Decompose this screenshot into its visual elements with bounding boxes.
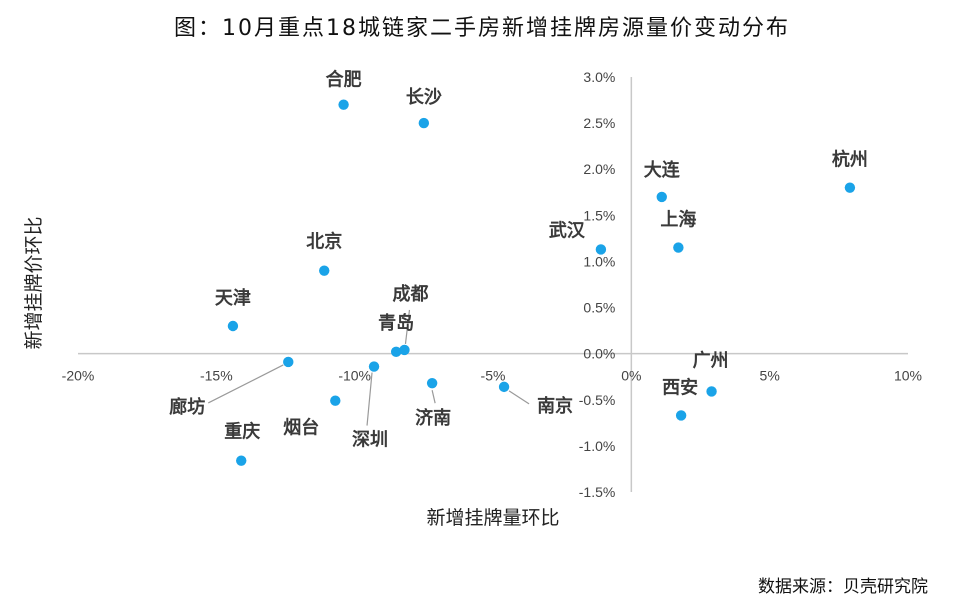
data-point (675, 410, 687, 421)
data-point (338, 99, 349, 110)
chart-title: 图：10月重点18城链家二手房新增挂牌房源量价变动分布 (174, 16, 790, 41)
leader-line (508, 390, 530, 405)
data-point (595, 244, 607, 255)
point-label: 广州 (693, 349, 729, 371)
data-points (227, 99, 856, 466)
x-tick-label: 0% (621, 368, 641, 384)
point-label: 杭州 (832, 149, 868, 171)
point-label: 廊坊 (169, 396, 205, 418)
data-point (283, 356, 294, 368)
y-tick-label: -1.5% (579, 484, 616, 500)
data-point (673, 242, 684, 253)
y-tick-label: 0.0% (583, 346, 615, 362)
data-point (426, 377, 438, 389)
point-label: 长沙 (406, 87, 442, 108)
data-point (368, 361, 380, 372)
point-label: 深圳 (352, 429, 388, 451)
label-leader-lines (207, 309, 530, 426)
y-tick-label: 1.5% (583, 207, 615, 223)
point-label: 重庆 (224, 421, 260, 443)
point-label: 武汉 (549, 220, 586, 241)
leader-line (366, 372, 373, 426)
leader-line (207, 364, 284, 404)
data-point (399, 344, 410, 356)
point-label: 西安 (662, 376, 698, 398)
point-label: 北京 (306, 231, 342, 253)
point-label: 青岛 (378, 312, 414, 334)
point-label: 大连 (644, 159, 681, 181)
data-point (227, 320, 239, 332)
point-label: 成都 (392, 283, 428, 305)
y-tick-label: 1.0% (583, 253, 615, 269)
data-point (330, 395, 341, 406)
data-point (498, 381, 510, 393)
leader-line (431, 390, 436, 404)
x-tick-labels: -20% -15% -10% -5% 0% 5% 10% (62, 368, 922, 384)
data-point (656, 191, 667, 203)
data-point (706, 386, 717, 397)
point-label: 南京 (537, 395, 573, 417)
x-tick-label: -15% (200, 368, 233, 384)
y-tick-label: 3.0% (583, 69, 615, 85)
x-axis-label: 新增挂牌量环比 (426, 507, 559, 529)
data-point (844, 182, 856, 193)
y-tick-label: 2.5% (583, 115, 615, 131)
y-tick-label: 0.5% (583, 300, 615, 316)
y-axis-label: 新增挂牌价环比 (23, 216, 45, 349)
data-point (236, 455, 247, 466)
y-tick-label: -0.5% (579, 392, 616, 408)
point-label: 合肥 (326, 69, 362, 91)
y-tick-label: -1.0% (579, 438, 616, 454)
y-tick-labels: 3.0% 2.5% 2.0% 1.5% 1.0% 0.5% 0.0% -0.5% -1.0% -1… (579, 69, 616, 500)
x-tick-label: 10% (894, 368, 922, 384)
x-tick-label: -20% (62, 368, 95, 384)
axes (78, 77, 908, 492)
data-point (418, 117, 430, 129)
point-label: 天津 (215, 287, 251, 309)
x-tick-label: -10% (338, 368, 371, 384)
x-tick-label: 5% (760, 368, 780, 384)
leader-line (404, 309, 411, 345)
data-point (390, 346, 402, 358)
point-label: 济南 (415, 407, 451, 429)
data-point (319, 265, 330, 276)
point-label: 上海 (660, 209, 696, 231)
point-label: 烟台 (283, 417, 319, 439)
x-tick-label: -5% (481, 368, 506, 384)
y-tick-label: 2.0% (583, 161, 615, 177)
source-note: 数据来源：贝壳研究院 (758, 577, 928, 597)
